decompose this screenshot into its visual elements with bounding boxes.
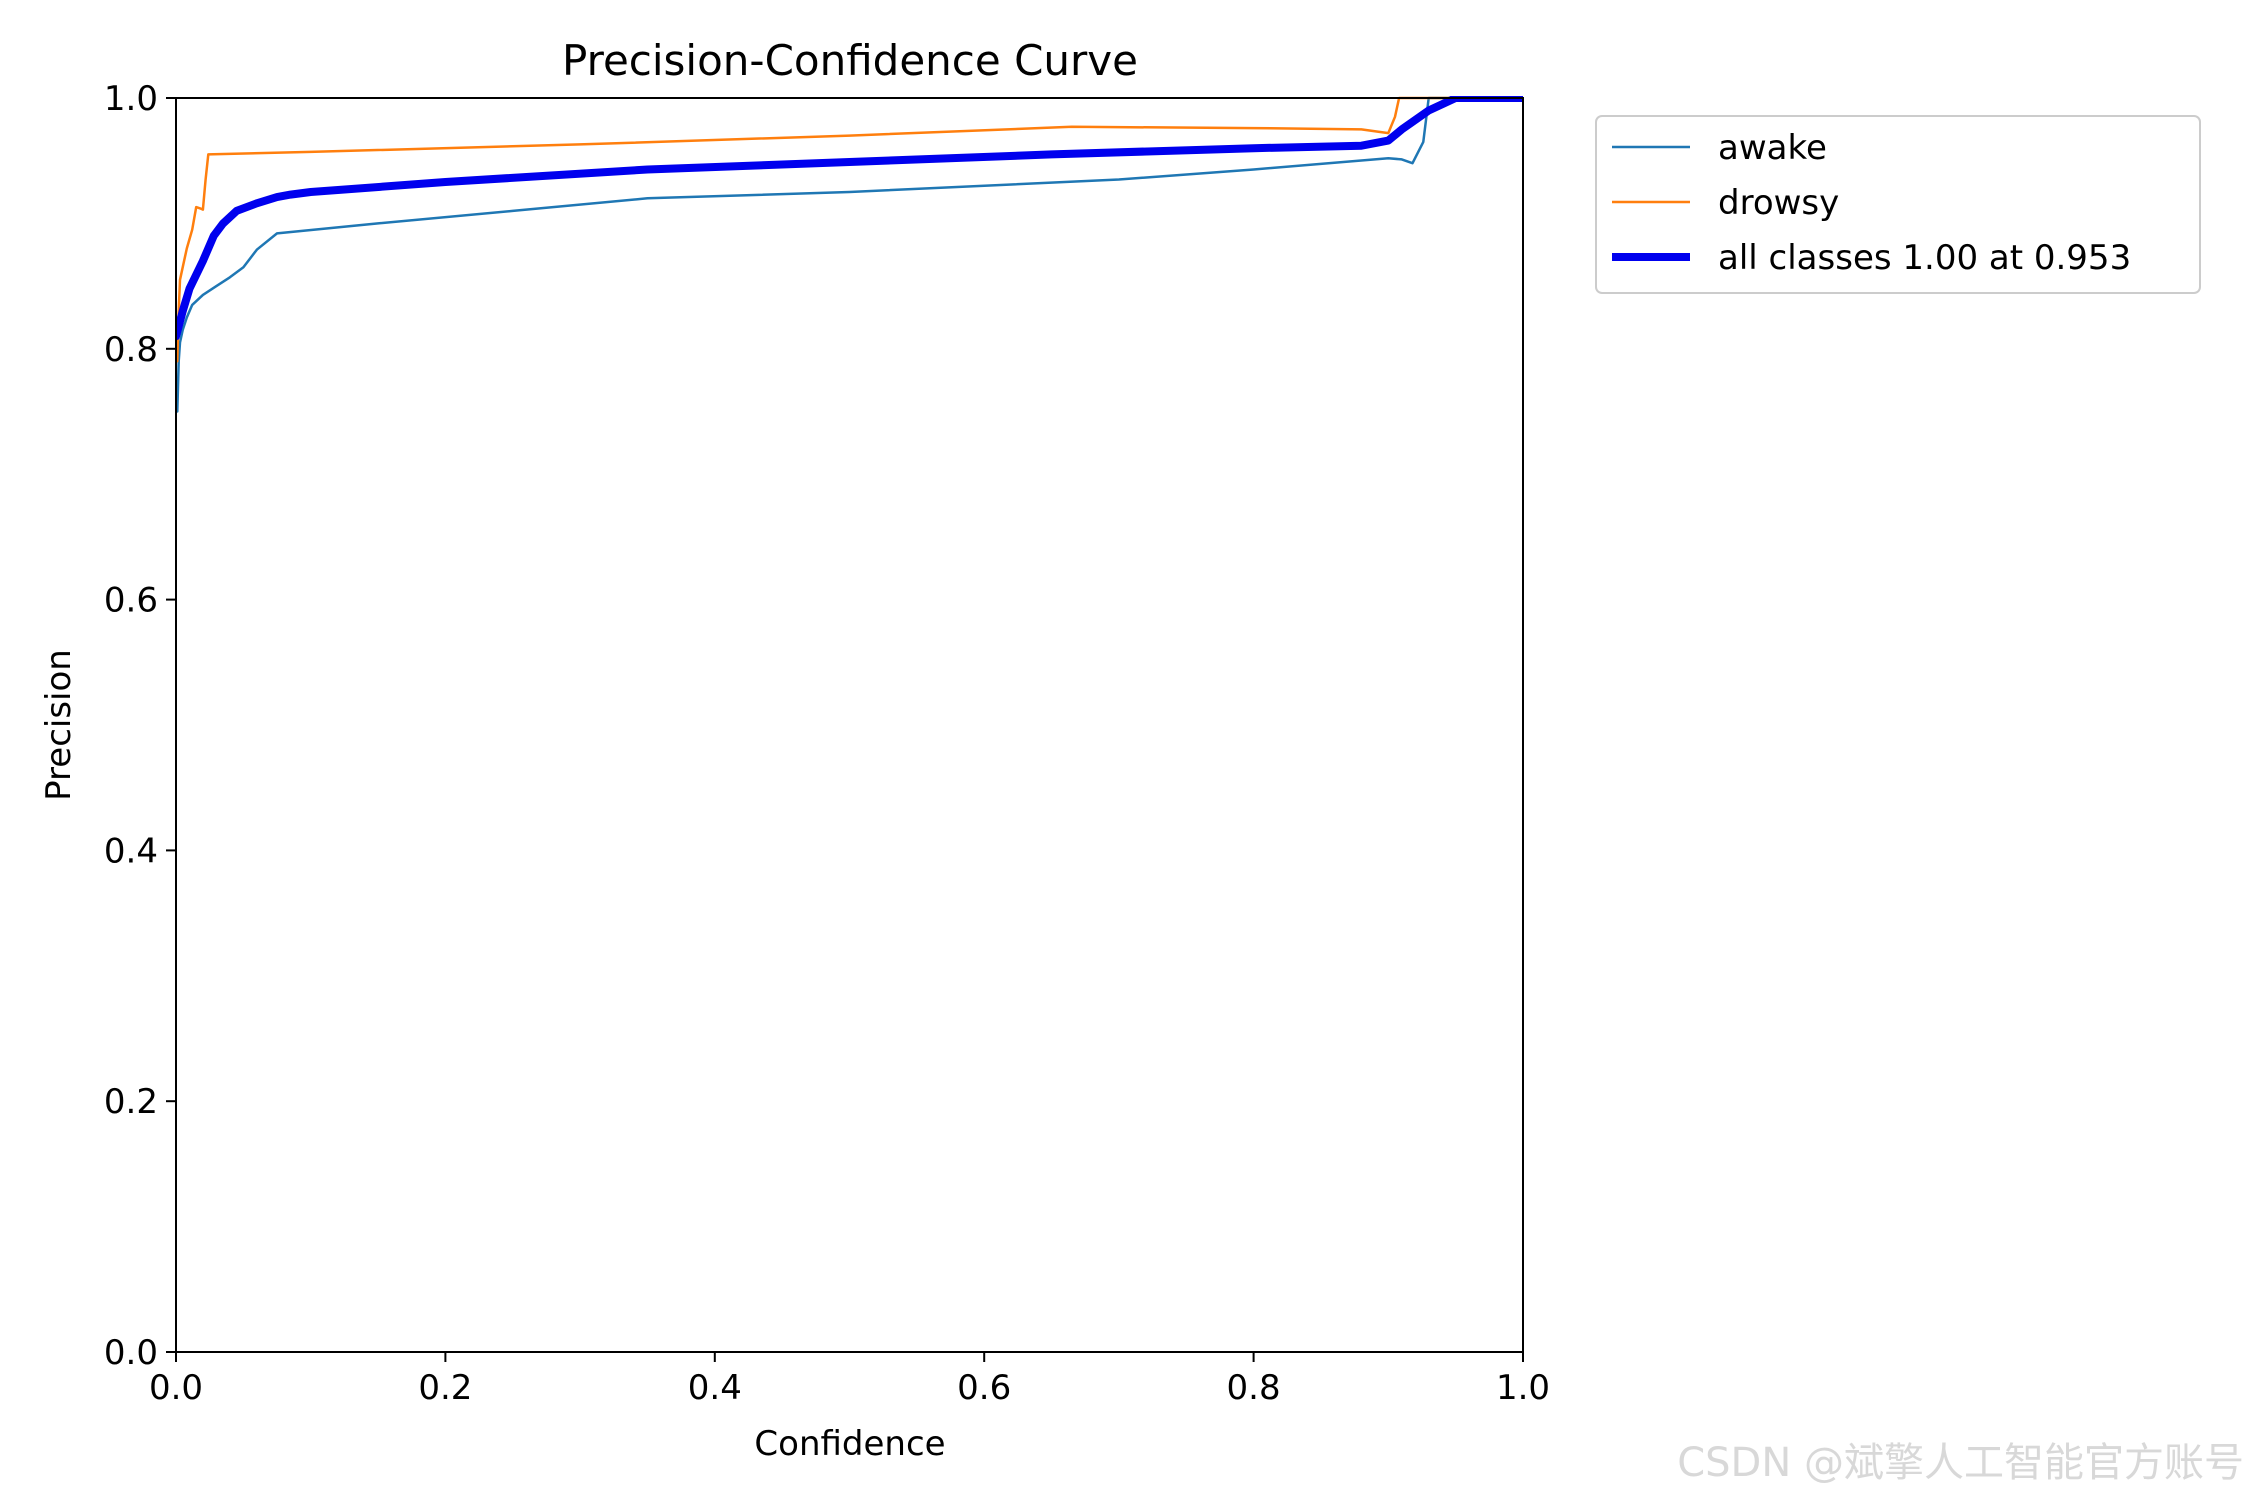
x-tick-label: 1.0	[1496, 1368, 1550, 1408]
y-axis-label: Precision	[39, 649, 79, 801]
x-tick-label: 0.4	[688, 1368, 742, 1408]
legend-label-2: drowsy	[1718, 183, 1839, 223]
watermark: CSDN @斌擎人工智能官方账号	[1677, 1440, 2244, 1486]
x-axis: 0.0 0.2 0.4 0.6 0.8 1.0	[149, 1352, 1550, 1408]
x-tick-label: 0.0	[149, 1368, 203, 1408]
x-tick-label: 0.8	[1227, 1368, 1281, 1408]
legend: awake drowsy all classes 1.00 at 0.953	[1595, 115, 2201, 294]
legend-label-1: awake	[1718, 128, 1827, 168]
y-tick-label: 0.0	[104, 1333, 158, 1373]
x-axis-label: Confidence	[754, 1424, 945, 1464]
series-line-3	[176, 96, 1523, 341]
x-tick-label: 0.6	[957, 1368, 1011, 1408]
series-line-2	[176, 96, 1523, 363]
legend-label-3: all classes 1.00 at 0.953	[1718, 238, 2131, 278]
y-tick-label: 0.4	[104, 831, 158, 871]
series-line-1	[176, 96, 1523, 413]
y-tick-label: 0.6	[104, 581, 158, 621]
legend-box	[1595, 115, 2201, 294]
series-layer	[176, 96, 1523, 413]
plot-frame	[175, 97, 1524, 1353]
y-tick-label: 1.0	[104, 79, 158, 119]
y-tick-label: 0.2	[104, 1082, 158, 1122]
chart-title: Precision-Confidence Curve	[562, 36, 1138, 85]
y-tick-label: 0.8	[104, 330, 158, 370]
x-tick-label: 0.2	[418, 1368, 472, 1408]
y-axis: 0.0 0.2 0.4 0.6 0.8 1.0	[104, 79, 176, 1373]
